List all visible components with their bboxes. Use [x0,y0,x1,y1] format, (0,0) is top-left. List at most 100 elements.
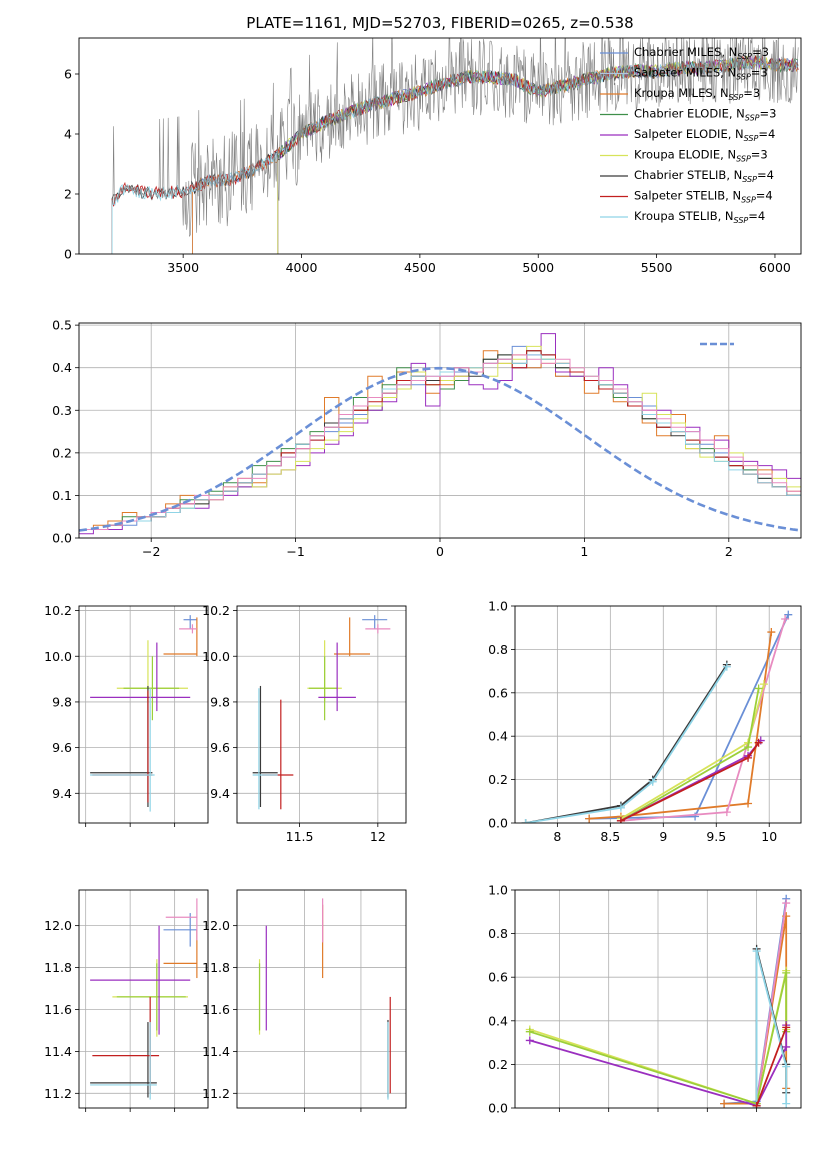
figure-title: PLATE=1161, MJD=52703, FIBERID=0265, z=0… [246,14,633,32]
legend-label-text: Salpeter ELODIE, N [634,127,744,141]
mass-weight-line [529,1025,788,1107]
x-tick-label: 8.5 [600,829,620,844]
y-tick-label: 0.8 [488,642,508,657]
y-tick-label: 0.6 [488,685,508,700]
plus-marker [722,808,731,817]
plus-marker [744,743,753,752]
x-tick-label: 2 [725,544,733,559]
y-tick-label: 10.2 [44,603,72,618]
legend-label: Salpeter STELIB, NSSP=4 [634,189,773,205]
plus-marker [782,1023,791,1032]
legend-label-sub: SSP [745,114,760,123]
y-tick-label: 10.0 [44,649,72,664]
panel-mass-vs-Z: 11.2 11.4 11.6 11.8 12.0 [44,889,209,1112]
plus-marker [782,899,791,908]
plot-area-mass-weight-vs-Z [525,894,791,1108]
mass-weight-line [620,688,760,822]
x-tick-label: −2 [142,544,160,559]
normal-pdf-curve [79,366,801,532]
plus-marker [744,799,753,808]
y-tick-label: 0.1 [52,488,72,503]
y-tick-label: 0.2 [488,772,508,787]
legend-label: Chabrier MILES, NSSP=3 [634,45,769,61]
errorbar-point [163,929,198,979]
y-tick-label: 1.0 [488,599,508,614]
plus-marker [782,968,791,977]
errorbar-point [90,685,153,808]
y-tick-label: 0.3 [52,403,72,418]
y-tick-label: 0.8 [488,926,508,941]
x-tick-label: 6000 [759,260,791,275]
plus-marker [525,1027,534,1036]
y-tick-label: 11.8 [202,960,230,975]
legend-label-suffix: =3 [751,66,768,80]
legend-label-suffix: =4 [758,127,775,141]
y-tick-label: 11.6 [44,1002,72,1017]
panel-age-vs-mass: 11.5 12 9.4 9.6 9.8 10.0 10.2 [202,603,407,844]
legend-label: Salpeter MILES, NSSP=3 [634,66,768,82]
y-tick-label: 9.8 [52,694,72,709]
legend-label: Kroupa ELODIE, NSSP=3 [634,148,768,164]
errorbar-point [179,624,197,634]
plots-layer: 3500 4000 4500 5000 5500 6000 0 2 4 6 Chabrier MIL… [44,37,802,1116]
axes-frame [78,605,209,824]
plus-marker [616,803,625,812]
legend-label-sub: SSP [736,73,751,82]
x-tick-label: 10 [761,829,777,844]
plus-marker [720,1099,729,1108]
legend-label-suffix: =3 [751,148,768,162]
legend-label: Chabrier STELIB, NSSP=4 [634,168,774,184]
axes-frame [236,605,407,824]
plus-marker [585,814,594,823]
x-tick-label: 8 [553,829,561,844]
plus-marker [754,738,763,747]
y-tick-label: 11.8 [44,960,72,975]
plus-marker [754,684,763,693]
errorbar-point [308,656,338,721]
y-tick-label: 11.6 [202,1002,230,1017]
plus-marker [782,1042,791,1051]
panel-mass-weight-vs-Z: 0.0 0.2 0.4 0.6 0.8 1.0 [488,883,802,1116]
y-tick-label: 12.0 [202,918,230,933]
x-tick-label: 3500 [167,260,199,275]
legend-label-suffix: =3 [752,45,769,59]
y-tick-label: 0.0 [488,816,508,831]
x-tick-label: 5500 [641,260,673,275]
y-tick-label: 9.4 [210,786,230,801]
plot-area-mass-vs-Z [90,898,198,1100]
legend-label-text: Chabrier STELIB, N [634,168,742,182]
legend-label-sub: SSP [742,175,757,184]
errorbar-point [116,963,186,1031]
errorbar-point [163,913,197,947]
y-tick-label: 10.0 [202,649,230,664]
mass-weight-line [755,950,788,1108]
panel-mass-vs-EBV: 11.2 11.4 11.6 11.8 12.0 [202,889,407,1112]
errorbar-point [362,615,388,629]
y-tick-label: 0.5 [52,318,72,333]
legend-label: Salpeter ELODIE, NSSP=4 [634,127,775,143]
plot-area-mass-weight-vs-age [521,610,793,823]
axes-frame [514,889,802,1109]
errorbar-point [262,699,294,810]
axes-frame [78,37,802,255]
y-tick-label: 0.4 [488,1013,508,1028]
legend-label-sub: SSP [737,52,752,61]
y-tick-label: 0.6 [488,970,508,985]
plus-marker [782,1099,791,1108]
plot-area-mass-vs-EBV [258,898,391,1100]
hist-step-line [79,354,801,530]
x-tick-label: −1 [286,544,304,559]
errorbar-point [252,685,278,808]
x-tick-label: 9.5 [706,829,726,844]
mass-weight-line [525,666,728,823]
mass-weight-line [620,683,765,820]
plot-area-age-vs-Z [90,615,198,812]
plus-marker [752,947,761,956]
x-tick-label: 4500 [404,260,436,275]
plus-marker [752,1101,761,1108]
legend-label-text: Kroupa MILES, N [634,86,729,100]
plus-marker [525,1036,534,1045]
y-tick-label: 11.4 [202,1044,230,1059]
y-tick-label: 0.2 [488,1057,508,1072]
